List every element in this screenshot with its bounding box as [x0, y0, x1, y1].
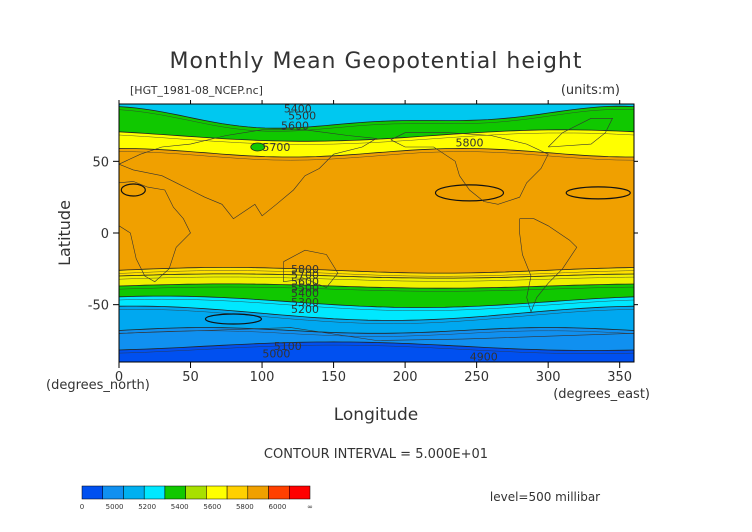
- colorbar-label: 6000: [269, 503, 287, 511]
- coastline: [519, 218, 578, 313]
- y-axis-unit: (degrees_north): [46, 378, 150, 393]
- contour-label: 5700: [291, 269, 319, 282]
- coastline: [118, 327, 635, 341]
- colorbar-label: 5600: [203, 503, 221, 511]
- units-label: (units:m): [561, 83, 620, 98]
- colorbar-label: 5400: [171, 503, 189, 511]
- contour-band: [119, 283, 634, 308]
- file-label: [HGT_1981-08_NCEP.nc]: [130, 84, 263, 97]
- colorbar-swatch: [247, 485, 269, 500]
- contour-label: 5600: [281, 120, 309, 133]
- contour-line: [118, 327, 635, 334]
- contour-label: 5500: [288, 109, 316, 122]
- colorbar-swatch: [81, 485, 103, 500]
- contour-line-minor: [118, 276, 635, 282]
- contour-label: 5800: [455, 137, 483, 150]
- colorbar-label: 5800: [236, 503, 254, 511]
- x-tick-label: 200: [393, 370, 418, 385]
- x-tick-label: 250: [464, 370, 489, 385]
- contour-line-minor: [118, 344, 635, 354]
- colorbar-swatch: [123, 485, 145, 500]
- contour-label: 5700: [262, 141, 290, 154]
- colorbar-swatch: [226, 485, 249, 500]
- map-plot: [118, 103, 635, 363]
- coastline: [283, 249, 339, 288]
- colorbar-swatch: [289, 485, 311, 500]
- coastline: [118, 129, 378, 220]
- contour-line: [118, 283, 635, 289]
- contour-label: 5600: [291, 276, 319, 289]
- contour-band: [119, 327, 634, 351]
- contour-interval: CONTOUR INTERVAL = 5.000E+01: [264, 447, 488, 462]
- x-tick-label: 350: [607, 370, 632, 385]
- colorbar-swatch: [102, 485, 124, 500]
- contour-line-minor: [118, 298, 635, 311]
- x-axis-unit: (degrees_east): [553, 387, 650, 402]
- coastline: [547, 118, 613, 148]
- y-axis-title: Latitude: [55, 200, 74, 266]
- chart-title: Monthly Mean Geopotential height: [169, 49, 582, 74]
- contour-label: 5400: [284, 102, 312, 115]
- contour-line: [118, 305, 635, 321]
- contour-label: 4900: [470, 350, 498, 363]
- contour-label: 5200: [291, 303, 319, 316]
- contour-line: [118, 105, 635, 129]
- x-tick-label: 100: [250, 370, 275, 385]
- contour-label: 5400: [291, 287, 319, 300]
- contour-label: 5000: [262, 347, 290, 360]
- contour-band: [119, 129, 634, 157]
- contour-line-minor: [119, 151, 635, 161]
- contour-line: [118, 147, 634, 158]
- y-tick-label: -50: [88, 299, 109, 314]
- x-tick-label: 0: [115, 370, 123, 385]
- y-tick-label: 50: [92, 155, 109, 170]
- colorbar-label: 5000: [106, 503, 124, 511]
- colorbar: 0 5000 5200 5400 5600 5800 6000 ∞: [80, 485, 313, 511]
- closed-contour: [120, 183, 146, 197]
- contour-band: [119, 104, 634, 129]
- colorbar-swatch: [164, 485, 186, 500]
- coastline: [118, 181, 191, 283]
- contour-band: [119, 341, 634, 362]
- contour-line-minor: [118, 270, 635, 277]
- closed-contour: [204, 313, 263, 325]
- x-axis-title: Longitude: [334, 405, 419, 425]
- contour-band: [119, 306, 634, 334]
- contour-line: [118, 129, 635, 142]
- colorbar-label: ∞: [307, 503, 313, 511]
- contour-line: [118, 273, 635, 279]
- colorbar-swatch: [185, 485, 207, 500]
- x-tick-label: 300: [536, 370, 561, 385]
- colorbar-swatch: [143, 485, 166, 500]
- level-label: level=500 millibar: [490, 490, 600, 504]
- contour-line-minor: [118, 309, 635, 324]
- contour-line-minor: [118, 286, 635, 292]
- coastline: [390, 132, 549, 205]
- x-tick-label: 50: [182, 370, 199, 385]
- colorbar-swatch: [268, 485, 290, 500]
- y-tick-label: 0: [101, 227, 109, 242]
- contour-band: [119, 148, 634, 274]
- contour-label: 5800: [291, 263, 319, 276]
- closed-contour: [434, 184, 505, 202]
- closed-contour: [250, 142, 266, 152]
- contour-label: 5100: [274, 340, 302, 353]
- contour-label: 5300: [291, 296, 319, 309]
- contour-label: 5500: [291, 281, 319, 294]
- colorbar-label: 5200: [138, 503, 156, 511]
- contour-line: [118, 267, 635, 274]
- contour-line: [118, 341, 635, 351]
- closed-contour: [565, 186, 631, 200]
- x-tick-label: 150: [321, 370, 346, 385]
- colorbar-swatch: [206, 485, 228, 500]
- colorbar-label: 0: [80, 503, 84, 511]
- contour-band: [119, 106, 634, 142]
- axes: 0 50 100 150 200 250 300 350 50 0 -50: [88, 100, 638, 385]
- contour-line-minor: [118, 109, 635, 132]
- contour-line: [118, 295, 635, 308]
- contour-band: [119, 267, 634, 279]
